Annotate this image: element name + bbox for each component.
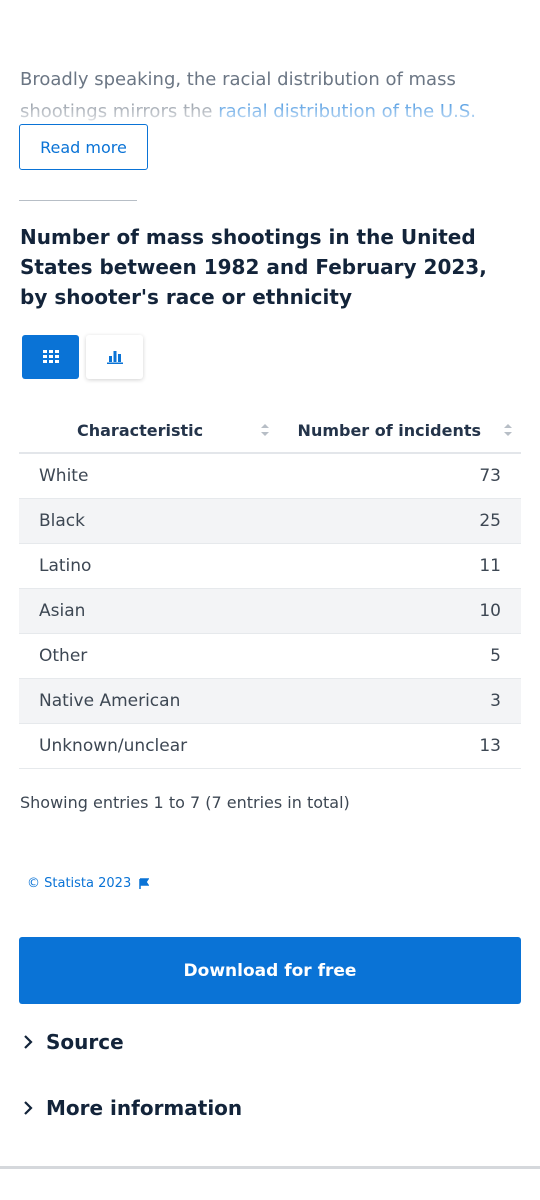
intro-text: Broadly speaking, the racial distributio… bbox=[20, 64, 520, 124]
chevron bbox=[24, 1035, 33, 1049]
entries-info: Showing entries 1 to 7 (7 entries in tot… bbox=[20, 793, 350, 812]
row-value: 5 bbox=[270, 633, 521, 679]
bottom-border bbox=[0, 1166, 540, 1169]
row-label: White bbox=[19, 453, 270, 499]
row-label: Native American bbox=[19, 678, 270, 724]
intro-body: Broadly speaking, the racial distributio… bbox=[20, 69, 456, 122]
row-label: Asian bbox=[19, 588, 270, 634]
table-row: Unknown/unclear 13 bbox=[19, 723, 521, 769]
section-title[interactable]: More information bbox=[46, 1096, 243, 1120]
copyright[interactable]: © Statista 2023 bbox=[27, 876, 132, 891]
table-row: White 73 bbox=[19, 453, 521, 499]
chart-icon bbox=[106, 351, 123, 364]
read-more-button[interactable]: Read more bbox=[19, 124, 148, 170]
row-label: Other bbox=[19, 633, 270, 679]
column-header[interactable]: Number of incidents bbox=[297, 420, 481, 440]
more-info-section[interactable]: More information bbox=[22, 1096, 242, 1120]
chart-title: Number of mass shootings in the United S… bbox=[20, 225, 487, 309]
divider bbox=[19, 200, 137, 201]
source-section[interactable]: Source bbox=[22, 1030, 124, 1054]
table-view-button[interactable] bbox=[22, 335, 79, 379]
download-button[interactable]: Download for free bbox=[19, 937, 521, 1004]
chevron bbox=[24, 1101, 33, 1115]
table-row: Latino 11 bbox=[19, 543, 521, 589]
table-row: Other 5 bbox=[19, 633, 521, 679]
sort-icon[interactable] bbox=[260, 422, 270, 438]
row-label: Unknown/unclear bbox=[19, 723, 270, 769]
row-label: Black bbox=[19, 498, 270, 544]
row-value: 73 bbox=[270, 453, 521, 499]
section-title[interactable]: Source bbox=[46, 1030, 124, 1054]
row-value: 10 bbox=[270, 588, 521, 634]
flag-icon[interactable] bbox=[139, 877, 150, 890]
data-table: Characteristic Number of incidents White… bbox=[19, 408, 521, 769]
table-icon bbox=[42, 350, 59, 363]
sort-icon[interactable] bbox=[503, 422, 513, 438]
table-row: Asian 10 bbox=[19, 588, 521, 634]
table-row: Native American 3 bbox=[19, 678, 521, 724]
table-row: Black 25 bbox=[19, 498, 521, 544]
row-value: 25 bbox=[270, 498, 521, 544]
chart-view-button[interactable] bbox=[86, 335, 143, 379]
copyright-row: © Statista 2023 bbox=[27, 876, 150, 891]
row-value: 13 bbox=[270, 723, 521, 769]
row-label: Latino bbox=[19, 543, 270, 589]
row-value: 3 bbox=[270, 678, 521, 724]
row-value: 11 bbox=[270, 543, 521, 589]
intro-link[interactable]: racial distribution of the U.S. bbox=[218, 101, 476, 122]
column-header[interactable]: Characteristic bbox=[77, 420, 204, 440]
